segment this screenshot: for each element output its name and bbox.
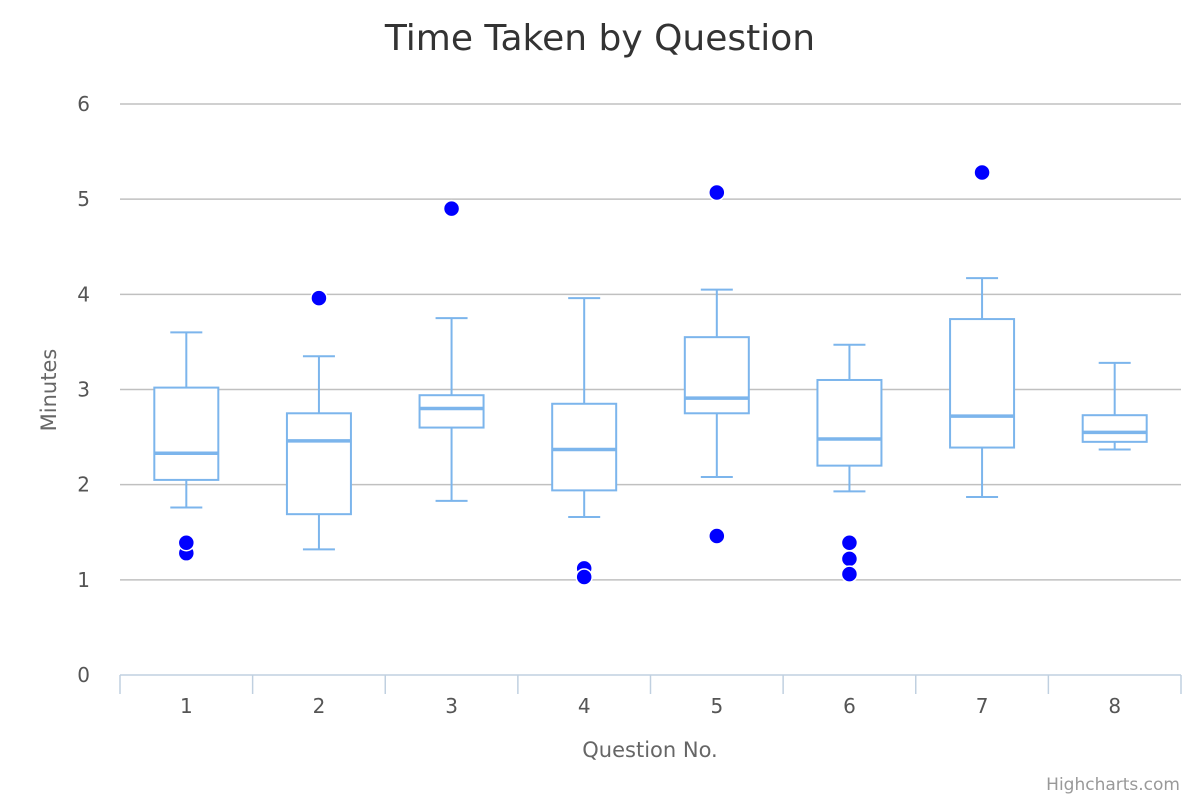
y-tick-label: 6 [77, 92, 90, 116]
outlier-point[interactable] [840, 550, 859, 568]
credits-link[interactable]: Highcharts.com [1046, 775, 1180, 795]
box-6[interactable] [816, 343, 883, 493]
y-axis-title: Minutes [37, 349, 61, 432]
chart-title: Time Taken by Question [384, 18, 815, 59]
outlier-point[interactable] [840, 565, 859, 583]
y-tick-label: 3 [77, 378, 90, 402]
y-tick-label: 4 [77, 282, 90, 306]
outlier-point[interactable] [177, 533, 196, 552]
outlier-series[interactable] [177, 163, 991, 586]
grid-lines [120, 103, 1181, 581]
outlier-point[interactable] [708, 183, 726, 202]
box-body [949, 318, 1016, 449]
outlier-point[interactable] [973, 163, 991, 182]
x-axis: 1 2 3 4 5 6 7 8 [119, 674, 1182, 718]
box-4[interactable] [551, 297, 618, 519]
x-tick-label: 8 [1108, 694, 1121, 718]
x-tick-label: 4 [578, 694, 591, 718]
outlier-point[interactable] [310, 289, 328, 307]
y-tick-label: 2 [77, 473, 90, 497]
box-series[interactable] [153, 277, 1148, 551]
x-tick-label: 7 [976, 694, 989, 718]
box-1[interactable] [153, 331, 220, 509]
box-body [153, 386, 220, 481]
box-7[interactable] [949, 277, 1016, 499]
y-tick-label: 5 [77, 187, 90, 211]
box-body [285, 412, 352, 516]
box-8[interactable] [1081, 361, 1148, 451]
x-tick-label: 1 [180, 694, 193, 718]
outlier-point[interactable] [442, 199, 461, 218]
box-body [551, 402, 618, 492]
box-body [683, 336, 750, 415]
x-axis-title: Question No. [582, 738, 717, 762]
box-body [1081, 414, 1148, 443]
y-tick-label: 1 [77, 568, 90, 592]
x-tick-label: 3 [445, 694, 458, 718]
y-axis-ticks: 0 1 2 3 4 5 6 [77, 92, 90, 687]
outlier-point[interactable] [575, 568, 593, 586]
outlier-point[interactable] [708, 527, 726, 545]
box-5[interactable] [683, 288, 750, 479]
x-tick-label: 6 [843, 694, 856, 718]
box-body [816, 378, 883, 467]
x-tick-label: 2 [313, 694, 326, 718]
x-tick-label: 5 [710, 694, 723, 718]
box-body [418, 394, 485, 429]
box-2[interactable] [285, 355, 352, 551]
y-tick-label: 0 [77, 663, 90, 687]
outlier-point[interactable] [840, 533, 859, 552]
box-3[interactable] [418, 317, 485, 502]
